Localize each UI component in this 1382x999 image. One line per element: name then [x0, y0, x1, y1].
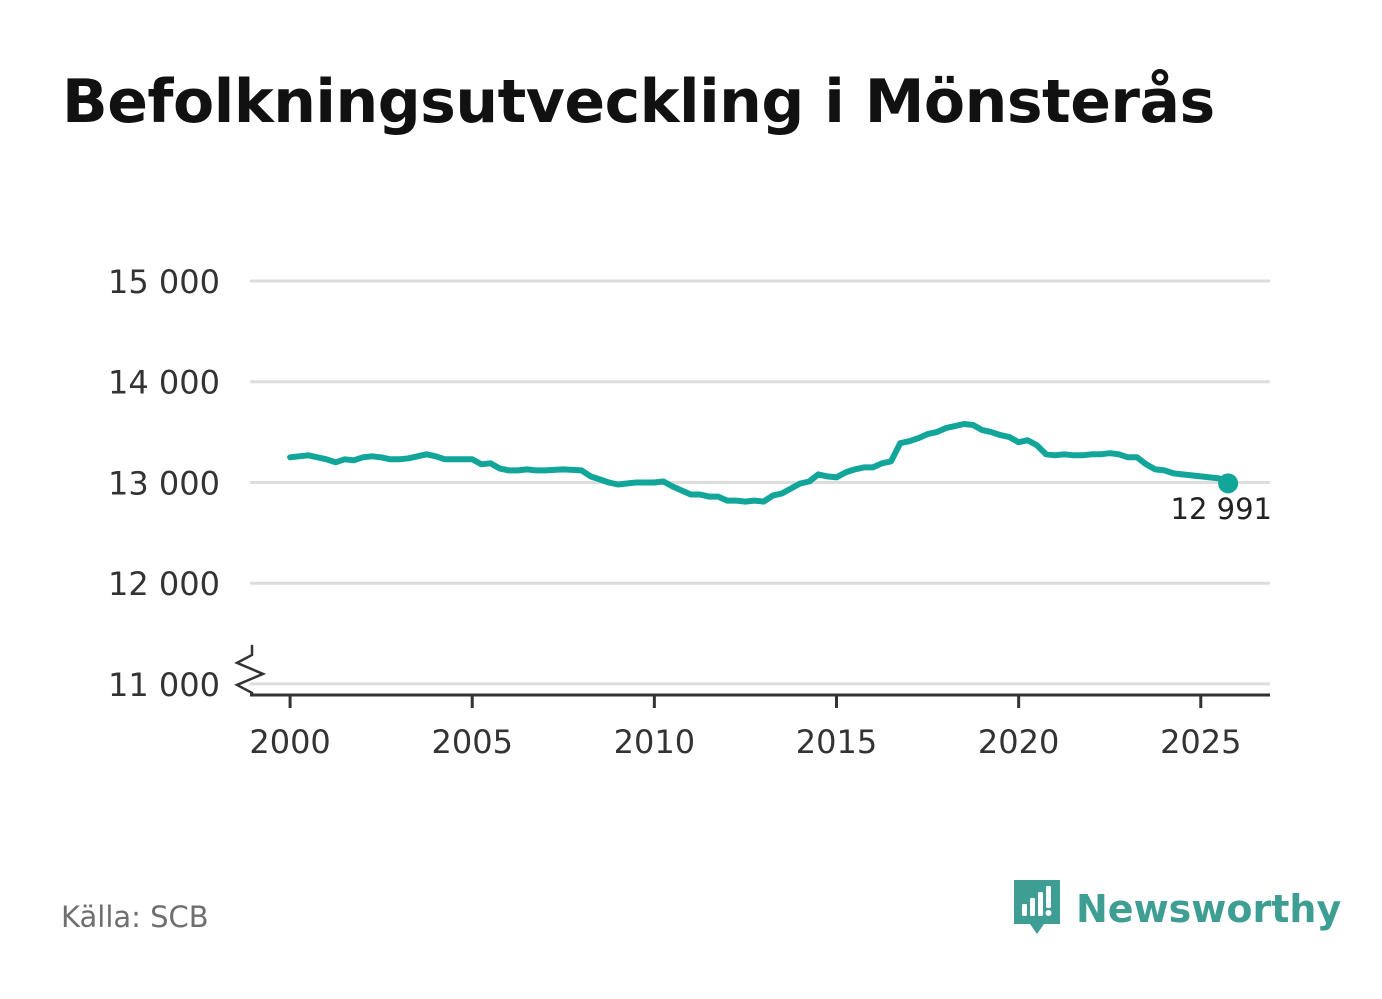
- brand-name: Newsworthy: [1076, 887, 1342, 931]
- y-axis-break-zigzag: [234, 644, 267, 695]
- end-value-label: 12 991: [1171, 492, 1272, 526]
- y-tick-label: 15 000: [108, 263, 220, 301]
- brand-logo[interactable]: Newsworthy: [1012, 878, 1341, 940]
- series-layer: [287, 421, 1232, 505]
- x-tick-label: 2025: [1160, 723, 1241, 761]
- x-tick-label: 2005: [431, 723, 512, 761]
- source-credit: Källa: SCB: [61, 900, 209, 934]
- series-line: [287, 421, 1232, 505]
- chart-title: Befolkningsutveckling i Mönsterås: [62, 67, 1215, 137]
- newsworthy-logo-icon: [1014, 880, 1060, 934]
- x-axis-tick-labels: 2000 2005 2010 2015 2020 2025: [249, 723, 1241, 761]
- x-tick-label: 2015: [796, 723, 877, 761]
- end-point-marker: [1218, 473, 1239, 494]
- x-tick-label: 2010: [614, 723, 695, 761]
- y-tick-label: 11 000: [108, 666, 220, 704]
- y-tick-label: 12 000: [108, 565, 220, 603]
- x-tick-label: 2000: [249, 723, 330, 761]
- x-axis: [234, 644, 1270, 708]
- y-tick-label: 13 000: [108, 464, 220, 502]
- x-tick-label: 2020: [978, 723, 1059, 761]
- y-tick-label: 14 000: [108, 364, 220, 402]
- end-marker-group: 12 991: [1171, 473, 1272, 526]
- gridlines: [250, 279, 1270, 686]
- y-axis-tick-labels: 15 000 14 000 13 000 12 000 11 000: [108, 263, 220, 704]
